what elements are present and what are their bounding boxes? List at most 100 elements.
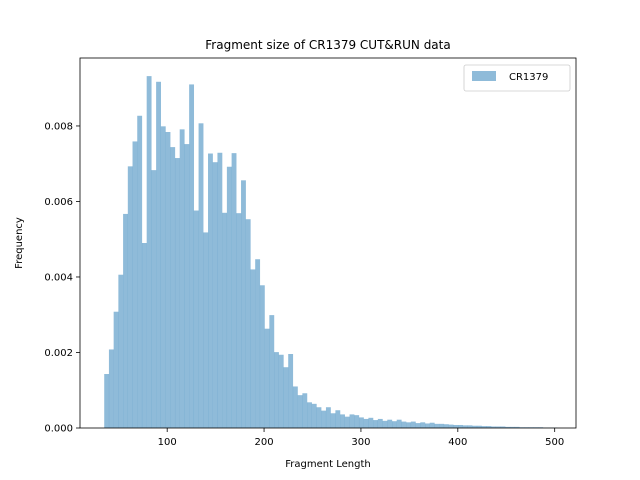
histogram-bar (467, 425, 473, 428)
histogram-bar (514, 426, 520, 428)
histogram-bar (373, 420, 379, 428)
histogram-bar (382, 420, 388, 428)
x-tick-label: 400 (448, 437, 467, 448)
histogram-bar (311, 403, 317, 428)
histogram-bar (509, 426, 515, 428)
histogram-bar (443, 424, 449, 428)
histogram-bar (358, 417, 364, 428)
histogram-bar (113, 311, 119, 428)
histogram-bar (495, 426, 501, 428)
histogram-bar (108, 349, 114, 428)
histogram-bar (439, 423, 445, 428)
y-axis-label: Frequency (14, 217, 25, 269)
histogram-bar (458, 424, 463, 428)
histogram-bar (283, 367, 289, 428)
histogram-bar (146, 76, 152, 429)
histogram-bar (415, 423, 421, 428)
histogram-bar (392, 421, 397, 428)
histogram-bar (179, 129, 185, 428)
histogram-bar (226, 166, 232, 429)
histogram-bar (170, 147, 176, 428)
histogram-bar (344, 416, 350, 428)
histogram-bar (184, 144, 190, 428)
legend-label-cr1379: CR1379 (509, 72, 548, 83)
y-tick-label: 0.002 (44, 348, 73, 359)
histogram-bar (269, 315, 275, 428)
histogram-bar (104, 374, 110, 428)
histogram-bar (241, 180, 246, 428)
histogram-bar (288, 354, 294, 428)
histogram-bar (127, 166, 133, 428)
histogram-bars (104, 76, 558, 429)
histogram-bar (349, 414, 355, 428)
histogram-bar (278, 354, 284, 428)
histogram-bar (274, 352, 279, 428)
y-tick-label: 0.006 (44, 197, 73, 208)
histogram-bar (222, 212, 228, 428)
histogram-bar (505, 426, 511, 428)
histogram-bar (160, 126, 166, 428)
histogram-bar (330, 413, 336, 428)
histogram-bar (472, 425, 478, 428)
histogram-bar (132, 141, 138, 428)
histogram-bar (491, 426, 496, 428)
histogram-bar (481, 426, 487, 428)
plot-frame (79, 57, 577, 429)
histogram-bar (434, 423, 440, 428)
histogram-bar (500, 426, 506, 428)
histogram-bar (250, 269, 256, 428)
histogram-bar (189, 84, 195, 428)
histogram-bar (363, 418, 369, 428)
histogram-bar (137, 115, 143, 428)
histogram-bar (410, 421, 416, 428)
histogram-bar (476, 425, 482, 428)
histogram-bar (396, 419, 402, 428)
histogram-bar (429, 422, 435, 428)
x-axis-label: Fragment Length (285, 459, 370, 470)
histogram-bar (297, 395, 303, 428)
histogram-bar (486, 426, 492, 428)
y-axis-ticks: 0.000 0.002 0.004 0.006 0.008 (44, 121, 80, 435)
histogram-bar (325, 407, 331, 428)
histogram-bar (174, 158, 180, 428)
histogram-bar (368, 417, 374, 428)
histogram-bar (425, 423, 430, 428)
histogram-bar (236, 213, 242, 428)
histogram-bar (453, 424, 459, 428)
histogram-bar (118, 274, 124, 428)
y-tick-label: 0.008 (44, 121, 73, 132)
histogram-bar (212, 162, 218, 428)
histogram-bar (255, 259, 261, 428)
chart-title: Fragment size of CR1379 CUT&RUN data (205, 38, 450, 52)
x-tick-label: 200 (255, 437, 274, 448)
histogram-bar (406, 422, 412, 428)
histogram-bar (462, 425, 468, 428)
histogram-bar (321, 410, 327, 428)
histogram-bar (302, 393, 308, 428)
x-tick-label: 100 (158, 437, 177, 448)
histogram-bar (123, 213, 128, 428)
histogram-bar (448, 424, 454, 428)
histogram-bar (377, 418, 383, 428)
histogram-bar (307, 402, 312, 428)
y-tick-label: 0.000 (44, 424, 73, 435)
histogram-bar (401, 421, 407, 428)
x-axis-ticks: 100 200 300 400 500 (158, 428, 564, 448)
y-tick-label: 0.004 (44, 272, 73, 283)
histogram-bar (316, 407, 322, 428)
histogram-bar (193, 210, 199, 428)
histogram-bar (292, 386, 298, 428)
histogram-bar (203, 232, 209, 428)
histogram-bar (420, 422, 426, 428)
histogram-bar (387, 419, 393, 428)
histogram-bar (165, 132, 171, 428)
histogram-bar (259, 285, 265, 428)
histogram-bar (245, 219, 251, 428)
histogram-bar (340, 414, 345, 428)
histogram-bar (156, 81, 161, 429)
histogram-bar (217, 152, 223, 428)
histogram-bar (208, 153, 213, 429)
histogram-bar (354, 415, 360, 428)
histogram-bar (231, 153, 237, 428)
